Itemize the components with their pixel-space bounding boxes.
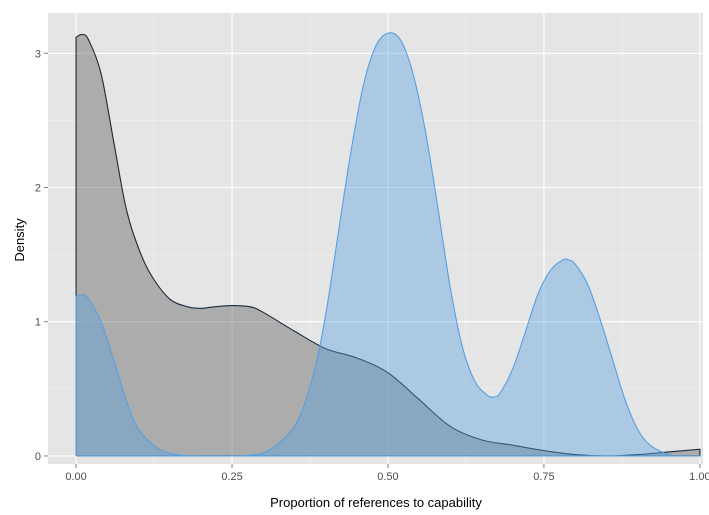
y-tick-label: 3	[35, 48, 41, 60]
density-line-2	[75, 32, 700, 457]
x-tick-label: 1.00	[689, 471, 709, 483]
minor-gridlines	[48, 13, 703, 464]
x-axis-title: Proportion of references to capability	[270, 495, 482, 510]
density-area-fill-1	[76, 34, 700, 456]
density-areas	[75, 32, 701, 457]
x-tick-label: 0.50	[377, 471, 398, 483]
x-tick-label: 0.75	[533, 471, 554, 483]
axis-ticks	[44, 52, 701, 468]
y-tick-label: 0	[35, 451, 41, 463]
density-area-fill-2	[76, 32, 700, 456]
axis-tick-labels: 0.00 0.25 0.50 0.75 1.00 0 1 2 3	[35, 48, 709, 483]
y-axis-title: Density	[12, 218, 27, 262]
y-tick-label: 2	[35, 182, 41, 194]
y-tick-label: 1	[35, 317, 41, 329]
x-tick-label: 0.00	[65, 471, 86, 483]
density-line-1	[75, 33, 701, 457]
x-tick-label: 0.25	[221, 471, 242, 483]
